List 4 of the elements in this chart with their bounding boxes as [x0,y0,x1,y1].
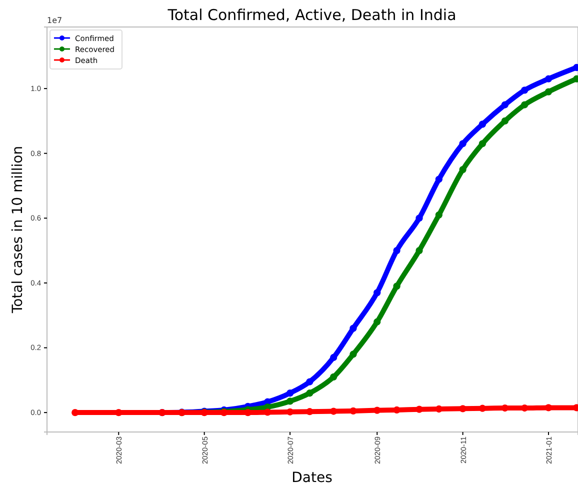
chart-title: Total Confirmed, Active, Death in India [166,6,456,24]
x-axis-title: Dates [292,470,332,486]
text: 1e7 [47,16,62,25]
y-axis-title: Total cases in 10 million [10,146,26,314]
